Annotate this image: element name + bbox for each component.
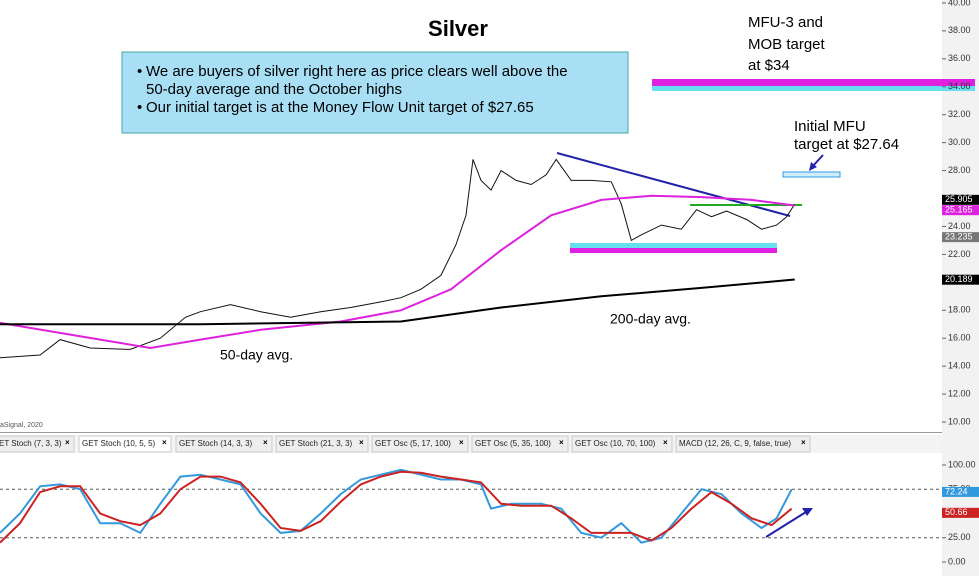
support-band — [570, 243, 777, 248]
y-tick-label: 14.00 — [948, 361, 971, 371]
tab-close: × — [65, 438, 70, 447]
y-tick-label: 100.00 — [948, 459, 976, 469]
tab-close: × — [459, 438, 464, 447]
y-tick-label: 10.00 — [948, 416, 971, 426]
arrow-head — [802, 508, 813, 516]
price-tag — [942, 507, 979, 518]
annotation: at $34 — [748, 57, 790, 74]
source: aSignal, 2020 — [0, 422, 43, 429]
note-line: We are buyers of silver right here as pr… — [146, 63, 568, 80]
annotation: 200-day avg. — [610, 311, 691, 327]
indicator-tab-label: ET Stoch (7, 3, 3) — [0, 439, 62, 448]
series-line — [0, 278, 795, 326]
y-tick-label: 40.00 — [948, 0, 971, 7]
price-tag — [942, 486, 979, 497]
note-box — [121, 51, 629, 134]
annotation: MOB target — [748, 36, 826, 53]
indicator-tab — [78, 435, 172, 453]
y-tick-label: 32.00 — [948, 109, 971, 119]
tab-close: × — [801, 438, 806, 447]
indicator-tab — [175, 435, 273, 453]
indicator-tab-label: GET Stoch (21, 3, 3) — [279, 439, 353, 448]
price-tag — [942, 232, 979, 243]
y-tick-label: 24.00 — [948, 221, 971, 231]
chart-title: Silver — [428, 16, 488, 41]
indicator-tab — [371, 435, 469, 453]
y-tick-label: 38.00 — [948, 25, 971, 35]
series-line — [0, 158, 796, 359]
y-tick-label: 36.00 — [948, 53, 971, 63]
indicator-tab — [571, 435, 673, 453]
annotation: target at $27.64 — [794, 136, 899, 153]
indicator-tab — [471, 435, 569, 453]
y-tick-label: 12.00 — [948, 388, 971, 398]
price-tag-label: 72.24 — [945, 486, 968, 496]
panel-divider — [0, 432, 942, 433]
indicator-tab-label: MACD (12, 26, C, 9, false, true) — [679, 439, 791, 448]
annotation: Initial MFU — [794, 118, 866, 135]
tab-close: × — [162, 438, 167, 447]
series-line — [0, 468, 793, 544]
y-tick-label: 16.00 — [948, 333, 971, 343]
price-tag — [942, 194, 979, 205]
price-tag — [942, 205, 979, 216]
right-axis-strip — [942, 0, 979, 576]
note-line: Our initial target is at the Money Flow … — [146, 99, 534, 116]
y-tick-label: 22.00 — [948, 249, 971, 259]
y-tick-label: 18.00 — [948, 305, 971, 315]
y-tick-label: 28.00 — [948, 165, 971, 175]
note-bullet: • — [137, 63, 142, 80]
series-line — [0, 470, 793, 544]
y-tick-label: 0.00 — [948, 556, 966, 566]
arrow — [765, 511, 807, 538]
indicator-tab — [675, 435, 811, 453]
tab-close: × — [263, 438, 268, 447]
indicator-tab — [275, 435, 369, 453]
indicator-tab-label: GET Stoch (10, 5, 5) — [82, 439, 156, 448]
y-tick-label: 25.00 — [948, 532, 971, 542]
price-tag-label: 23.235 — [945, 232, 973, 242]
tab-close: × — [359, 438, 364, 447]
support-band — [570, 248, 777, 253]
indicator-tab-label: GET Stoch (14, 3, 3) — [179, 439, 253, 448]
trendline — [556, 152, 791, 217]
y-tick-label: 30.00 — [948, 137, 971, 147]
price-tag-label: 25.165 — [945, 205, 973, 215]
series-line — [0, 194, 795, 350]
target-band — [652, 86, 975, 91]
arrow-head — [809, 162, 817, 171]
tab-close: × — [663, 438, 668, 447]
price-tag-label: 25.905 — [945, 194, 973, 204]
note-line: 50-day average and the October highs — [146, 81, 402, 98]
indicator-tab-label: GET Osc (10, 70, 100) — [575, 439, 656, 448]
target-band — [652, 79, 975, 86]
tab-close: × — [559, 438, 564, 447]
note-bullet: • — [137, 99, 142, 116]
price-tag-label: 20.189 — [945, 274, 973, 284]
initial-target-box — [782, 171, 841, 178]
indicator-tab-label: GET Osc (5, 35, 100) — [475, 439, 551, 448]
y-tick-label: 34.00 — [948, 81, 971, 91]
annotation: MFU-3 and — [748, 14, 823, 31]
indicator-tab-label: GET Osc (5, 17, 100) — [375, 439, 451, 448]
price-tag-label: 50.66 — [945, 507, 968, 517]
annotation: 50-day avg. — [220, 347, 293, 363]
indicator-tab — [0, 435, 75, 453]
price-tag — [942, 274, 979, 285]
